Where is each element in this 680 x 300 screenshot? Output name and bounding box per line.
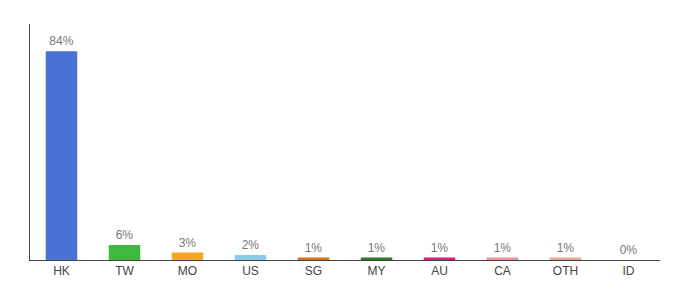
svg-text:TW: TW bbox=[115, 264, 134, 278]
svg-text:MO: MO bbox=[178, 264, 197, 278]
svg-text:AU: AU bbox=[431, 264, 448, 278]
svg-text:84%: 84% bbox=[49, 34, 73, 48]
svg-text:MY: MY bbox=[368, 264, 386, 278]
svg-text:0%: 0% bbox=[620, 243, 638, 257]
svg-text:6%: 6% bbox=[116, 228, 134, 242]
svg-text:OTH: OTH bbox=[553, 264, 578, 278]
svg-text:1%: 1% bbox=[494, 241, 512, 255]
svg-text:1%: 1% bbox=[431, 241, 449, 255]
svg-text:ID: ID bbox=[623, 264, 635, 278]
svg-text:3%: 3% bbox=[179, 236, 197, 250]
svg-text:CA: CA bbox=[494, 264, 511, 278]
svg-text:1%: 1% bbox=[305, 241, 323, 255]
svg-text:HK: HK bbox=[53, 264, 70, 278]
svg-text:2%: 2% bbox=[242, 238, 260, 252]
svg-text:1%: 1% bbox=[368, 241, 386, 255]
svg-text:SG: SG bbox=[305, 264, 322, 278]
svg-text:US: US bbox=[242, 264, 259, 278]
svg-text:1%: 1% bbox=[557, 241, 575, 255]
